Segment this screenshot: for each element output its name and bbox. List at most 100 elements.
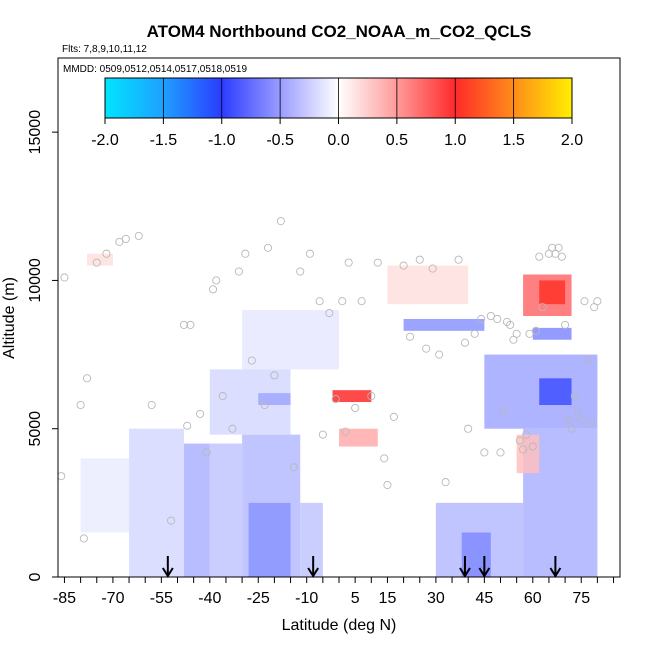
sample-point <box>121 234 130 243</box>
flight-arrows <box>161 556 562 578</box>
sample-point <box>564 415 573 424</box>
heatmap-cell <box>461 532 491 577</box>
sample-point <box>519 445 528 454</box>
x-tick-label: -10 <box>295 590 318 607</box>
sample-point <box>506 320 515 329</box>
sample-point <box>567 424 576 433</box>
sample-point <box>263 243 272 252</box>
x-axis-label: Latitude (deg N) <box>282 617 397 634</box>
sample-point <box>561 320 570 329</box>
sample-point <box>525 329 534 338</box>
sample-point <box>331 395 340 404</box>
heatmap-cell <box>403 318 485 331</box>
sample-point <box>441 478 450 487</box>
colorbar: -2.0 -1.5 -1.0 -0.5 0.0 0.5 1.0 1.5 2.0 <box>91 77 583 149</box>
sample-point <box>535 252 544 261</box>
heatmap-cell <box>387 265 469 305</box>
sample-point <box>179 320 189 329</box>
sample-point <box>83 374 92 383</box>
sample-point <box>454 255 463 264</box>
sample-point <box>586 418 595 427</box>
heatmap-cell <box>332 390 372 403</box>
sample-point <box>296 267 305 276</box>
flight-arrow-head <box>307 567 320 578</box>
x-tick-label: -25 <box>247 590 270 607</box>
sample-point <box>60 273 69 282</box>
y-axis: 0 5000 10000 15000 <box>27 110 58 581</box>
colorbar-tick-label: -1.5 <box>150 132 178 149</box>
x-tick-label: 5 <box>351 590 360 607</box>
sample-point <box>147 400 156 410</box>
sample-point <box>486 311 495 321</box>
flight-arrow-head <box>161 567 174 578</box>
x-tick-label: 75 <box>572 590 590 607</box>
sample-point <box>515 436 524 445</box>
heatmap-cell <box>87 253 113 266</box>
x-tick-label: -70 <box>101 590 124 607</box>
sample-point <box>383 481 392 490</box>
sample-point <box>557 252 566 261</box>
sample-point <box>373 258 382 267</box>
sample-point <box>573 406 583 415</box>
sample-point <box>380 454 389 463</box>
sample-point <box>270 371 279 380</box>
dates-label: MMDD: 0509,0512,0514,0517,0518,0519 <box>63 64 247 75</box>
sample-point <box>499 406 508 415</box>
heatmap-cell <box>248 502 291 577</box>
sample-point <box>234 267 243 276</box>
colorbar-tick-label: -0.5 <box>266 132 294 149</box>
x-tick-label: -85 <box>53 590 76 607</box>
flight-arrow <box>307 556 320 578</box>
sample-point <box>325 309 334 318</box>
sample-point <box>367 392 376 401</box>
flight-arrow-head <box>549 567 562 578</box>
sample-point <box>228 424 237 433</box>
heatmap-cell <box>129 428 184 577</box>
sample-point <box>344 258 353 267</box>
heatmap-cell <box>339 428 378 447</box>
sample-point <box>218 392 227 401</box>
sample-point <box>415 255 424 264</box>
sample-point <box>389 412 398 421</box>
sample-point <box>531 326 541 335</box>
sample-point <box>92 258 101 267</box>
sample-point <box>134 231 143 240</box>
sample-point <box>351 403 360 413</box>
sample-point <box>493 314 502 324</box>
sample-point <box>477 314 486 324</box>
flight-arrow <box>478 556 491 578</box>
sample-point <box>583 356 592 365</box>
colorbar-tick-label: 1.5 <box>503 132 525 149</box>
sample-point <box>212 276 221 285</box>
x-axis: -85 -70 -55 -40 -25 -10 5 15 30 45 60 75 <box>53 577 615 607</box>
sample-point <box>115 237 124 246</box>
sample-point <box>399 261 408 270</box>
sample-point <box>470 329 479 338</box>
heatmap-cell <box>183 443 210 577</box>
sample-point <box>496 448 505 457</box>
heatmap-cell <box>532 327 572 340</box>
sample-point <box>76 400 85 410</box>
sample-point <box>422 344 431 353</box>
sample-point <box>580 297 589 306</box>
sample-point <box>480 448 489 457</box>
y-tick-label: 5000 <box>27 411 44 447</box>
sample-point <box>428 264 437 273</box>
x-tick-label: 15 <box>379 590 397 607</box>
sample-point <box>538 303 547 312</box>
heatmap-cell <box>539 378 572 405</box>
sample-point <box>512 329 521 338</box>
sample-point <box>260 400 269 410</box>
sample-points <box>58 217 602 543</box>
y-tick-label: 10000 <box>27 258 44 303</box>
x-tick-label: -55 <box>150 590 173 607</box>
heatmap-cell <box>242 310 339 370</box>
sample-point <box>305 249 314 258</box>
sample-point <box>464 424 473 433</box>
sample-point <box>590 303 599 312</box>
sample-point <box>186 320 195 329</box>
colorbar-tick-label: -1.0 <box>208 132 236 149</box>
heatmap-cells <box>80 253 598 577</box>
sample-point <box>196 409 205 418</box>
